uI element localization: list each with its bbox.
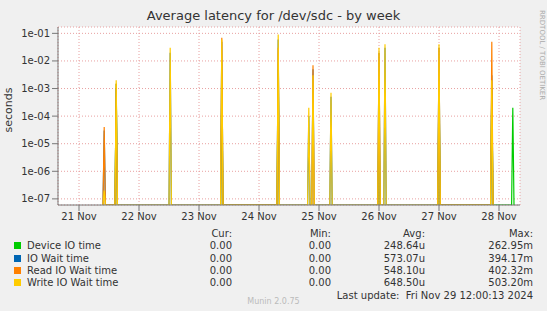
html-text:0.00: 0.00 [209,264,232,276]
html-text:0.00: 0.00 [209,277,232,289]
svg-text:26 Nov: 26 Nov [361,211,397,222]
html-text:573.07u: 573.07u [383,252,425,264]
svg-text:1e-03: 1e-03 [21,83,50,94]
html-text:Cur:: Cur: [211,228,232,239]
html-text:Munin 2.0.75: Munin 2.0.75 [247,297,300,306]
html-text:0.00: 0.00 [209,252,232,264]
svg-text:23 Nov: 23 Nov [181,211,217,222]
html-text:Write IO Wait time: Write IO Wait time [27,277,119,289]
svg-text:1e-04: 1e-04 [21,111,50,122]
svg-text:22 Nov: 22 Nov [121,211,157,222]
html-text:248.64u: 248.64u [383,240,425,252]
svg-text:24 Nov: 24 Nov [241,211,277,222]
svg-text:1e-01: 1e-01 [21,28,50,39]
html-text:Last update: Fri Nov 29 12:00:: Last update: Fri Nov 29 12:00:13 2024 [336,289,533,301]
svg-text:21 Nov: 21 Nov [61,211,97,222]
svg-text:28 Nov: 28 Nov [481,211,517,222]
html-text:Max:: Max: [509,228,533,239]
svg-text:27 Nov: 27 Nov [421,211,457,222]
svg-text:1e-05: 1e-05 [21,138,50,149]
html-text:0.00: 0.00 [308,264,331,276]
html-text:503.20m: 503.20m [488,277,533,289]
svg-text:1e-06: 1e-06 [21,166,50,177]
html-text:IO Wait time: IO Wait time [27,252,89,264]
html-text:394.17m: 394.17m [488,252,533,264]
svg-text:1e-02: 1e-02 [21,55,50,66]
html-text:Device IO time: Device IO time [27,240,101,252]
html-text:0.00: 0.00 [308,252,331,264]
html-text:402.32m: 402.32m [488,264,533,276]
html-text:0.00: 0.00 [308,240,331,252]
html-text:Average latency for /dev/sdc -: Average latency for /dev/sdc - by week [146,8,401,23]
html-text:Avg:: Avg: [403,228,425,239]
html-text:548.10u: 548.10u [383,264,425,276]
html-text:seconds: seconds [2,87,15,133]
html-text:0.00: 0.00 [209,240,232,252]
html-text:0.00: 0.00 [308,277,331,289]
html-text:Min:: Min: [309,228,331,239]
svg-text:25 Nov: 25 Nov [301,211,337,222]
svg-text:1e-07: 1e-07 [21,193,50,204]
html-text:Read IO Wait time: Read IO Wait time [27,264,118,276]
html-text:648.50u: 648.50u [383,277,425,289]
html-text:262.95m: 262.95m [488,240,533,252]
html-text:RRDTOOL / TOBI OETIKER: RRDTOOL / TOBI OETIKER [538,10,546,101]
